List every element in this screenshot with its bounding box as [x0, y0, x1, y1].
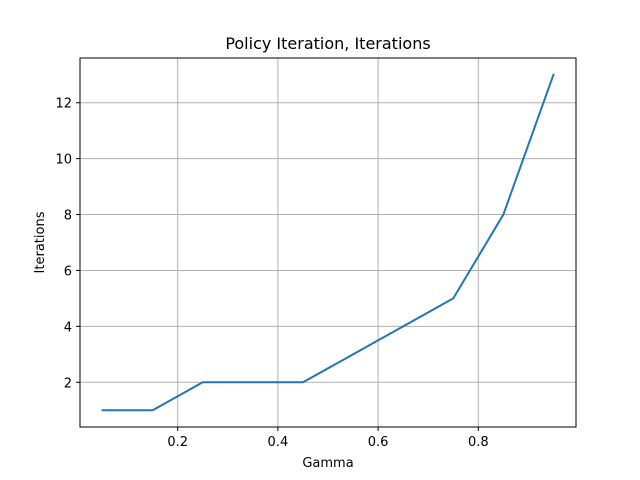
- y-axis: 2 4 6 8 10 12: [55, 97, 80, 391]
- y-tick-label: 12: [55, 97, 72, 112]
- y-tick-label: 8: [64, 209, 72, 224]
- y-tick-label: 4: [64, 320, 72, 335]
- x-axis: 0.2 0.4 0.6 0.8: [167, 427, 489, 450]
- y-tick-label: 10: [55, 153, 72, 168]
- x-tick-label: 0.2: [167, 435, 188, 450]
- x-axis-title: Gamma: [302, 456, 353, 471]
- y-tick-label: 6: [64, 264, 72, 279]
- series-layer: [101, 73, 555, 412]
- y-tick-label: 2: [64, 376, 72, 391]
- grid: [80, 58, 576, 427]
- x-tick-label: 0.4: [268, 435, 289, 450]
- chart-title: Policy Iteration, Iterations: [225, 34, 430, 53]
- x-tick-label: 0.6: [368, 435, 389, 450]
- x-tick-label: 0.8: [468, 435, 489, 450]
- plot-frame: [79, 57, 577, 428]
- series-line: [101, 73, 555, 412]
- y-axis-title: Iterations: [33, 211, 48, 273]
